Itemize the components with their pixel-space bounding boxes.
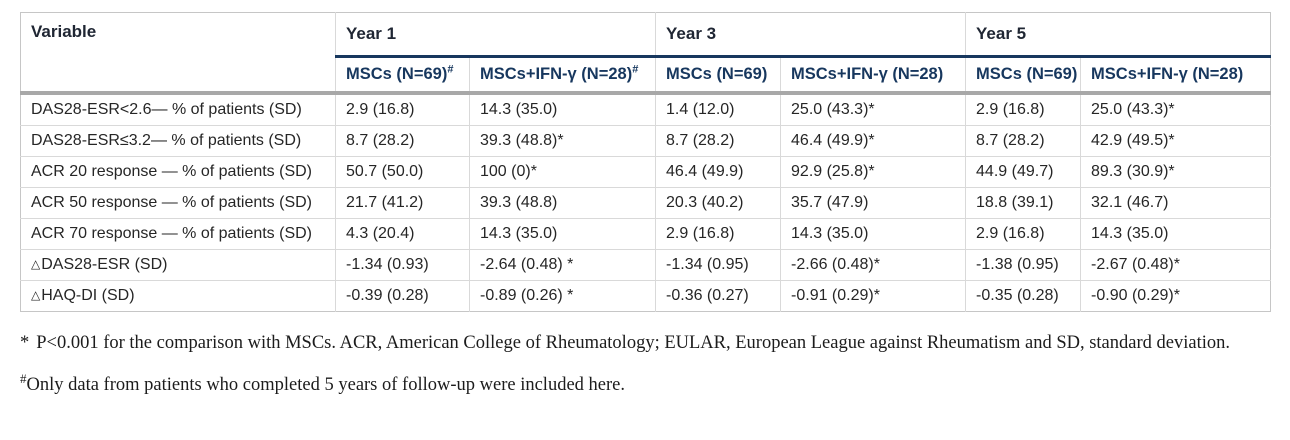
row-label: DAS28-ESR<2.6— % of patients (SD) (20, 92, 336, 126)
delta-symbol: △ (31, 288, 41, 302)
column-group-year5: Year 5 (965, 12, 1271, 58)
asterisk-marker: * (20, 333, 30, 353)
value-cell: 44.9 (49.7) (965, 156, 1081, 188)
value-cell: 35.7 (47.9) (780, 187, 966, 219)
value-cell: -2.67 (0.48)* (1080, 249, 1271, 281)
value-cell: -1.34 (0.95) (655, 249, 781, 281)
value-cell: 42.9 (49.5)* (1080, 125, 1271, 157)
delta-symbol: △ (31, 257, 41, 271)
table-row: ACR 70 response — % of patients (SD) 4.3 … (20, 218, 1271, 250)
value-cell: 20.3 (40.2) (655, 187, 781, 219)
value-cell: 8.7 (28.2) (335, 125, 470, 157)
hash-superscript: # (632, 63, 639, 76)
value-cell: 50.7 (50.0) (335, 156, 470, 188)
column-header-label: MSCs (N=69) (666, 65, 768, 83)
value-cell: 2.9 (16.8) (655, 218, 781, 250)
value-cell: -1.34 (0.93) (335, 249, 470, 281)
hash-superscript: # (447, 63, 454, 76)
row-label: ACR 70 response — % of patients (SD) (20, 218, 336, 250)
table-row: DAS28-ESR<2.6— % of patients (SD) 2.9 (16… (20, 92, 1271, 126)
year-header-row: Variable Year 1 Year 3 Year 5 (20, 12, 1271, 95)
value-cell: 14.3 (35.0) (468, 92, 656, 126)
row-label: △HAQ-DI (SD) (20, 280, 336, 312)
table-row: ACR 20 response — % of patients (SD) 50.7… (20, 156, 1271, 188)
footnote-asterisk: * P<0.001 for the comparison with MSCs. A… (20, 326, 1270, 361)
value-cell: -1.38 (0.95) (965, 249, 1081, 281)
table-row: △HAQ-DI (SD) -0.39 (0.28) -0.89 (0.26) * -0… (20, 280, 1271, 312)
value-cell: -0.91 (0.29)* (780, 280, 966, 312)
value-cell: 14.3 (35.0) (1080, 218, 1271, 250)
value-cell: 100 (0)* (468, 156, 656, 188)
value-cell: -0.39 (0.28) (335, 280, 470, 312)
column-header-y1-mscs-ifn: MSCs+IFN-γ (N=28)# (468, 56, 656, 95)
table-row: △DAS28-ESR (SD) -1.34 (0.93) -2.64 (0.48) … (20, 249, 1271, 281)
column-header-y1-mscs: MSCs (N=69)# (335, 56, 470, 95)
footnote-hash: #Only data from patients who completed 5… (20, 361, 1270, 403)
value-cell: 14.3 (35.0) (468, 218, 656, 250)
value-cell: 8.7 (28.2) (965, 125, 1081, 157)
column-header-y3-mscs: MSCs (N=69) (655, 56, 781, 95)
value-cell: 92.9 (25.8)* (780, 156, 966, 188)
table-body: DAS28-ESR<2.6— % of patients (SD) 2.9 (16… (20, 92, 1271, 312)
footnote-text: Only data from patients who completed 5 … (26, 375, 626, 396)
column-group-year1: Year 1 (334, 12, 656, 58)
column-header-y5-mscs-ifn: MSCs+IFN-γ (N=28) (1080, 56, 1271, 95)
value-cell: 2.9 (16.8) (335, 92, 470, 126)
column-header-variable: Variable (20, 12, 336, 95)
row-label: ACR 20 response — % of patients (SD) (20, 156, 336, 188)
footnote-text: P<0.001 for the comparison with MSCs. AC… (36, 333, 1230, 353)
hash-marker: # (20, 371, 27, 386)
value-cell: 2.9 (16.8) (965, 92, 1081, 126)
value-cell: -2.66 (0.48)* (780, 249, 966, 281)
value-cell: 39.3 (48.8) (468, 187, 656, 219)
column-header-label: MSCs (N=69) (976, 65, 1078, 83)
value-cell: 18.8 (39.1) (965, 187, 1081, 219)
column-header-label: MSCs+IFN-γ (N=28) (1091, 65, 1244, 83)
column-header-label: MSCs+IFN-γ (N=28) (480, 65, 633, 83)
subheader-row: MSCs (N=69)# MSCs+IFN-γ (N=28)# MSCs (N=… (21, 56, 1271, 95)
value-cell: -0.90 (0.29)* (1080, 280, 1271, 312)
column-group-year3: Year 3 (655, 12, 966, 58)
table-header: Variable Year 1 Year 3 Year 5 MSCs (N=69… (20, 12, 1271, 95)
value-cell: -2.64 (0.48) * (468, 249, 656, 281)
value-cell: 25.0 (43.3)* (1080, 92, 1271, 126)
row-label: ACR 50 response — % of patients (SD) (20, 187, 336, 219)
value-cell: 2.9 (16.8) (965, 218, 1081, 250)
table-row: ACR 50 response — % of patients (SD) 21.7… (20, 187, 1271, 219)
value-cell: 4.3 (20.4) (335, 218, 470, 250)
row-label: △DAS28-ESR (SD) (20, 249, 336, 281)
value-cell: -0.35 (0.28) (965, 280, 1081, 312)
value-cell: 21.7 (41.2) (335, 187, 470, 219)
table-row: DAS28-ESR≤3.2— % of patients (SD) 8.7 (28… (20, 125, 1271, 157)
row-label: DAS28-ESR≤3.2— % of patients (SD) (20, 125, 336, 157)
value-cell: 25.0 (43.3)* (780, 92, 966, 126)
value-cell: -0.36 (0.27) (655, 280, 781, 312)
column-header-y5-mscs: MSCs (N=69) (965, 56, 1081, 95)
value-cell: 14.3 (35.0) (780, 218, 966, 250)
value-cell: 89.3 (30.9)* (1080, 156, 1271, 188)
value-cell: 32.1 (46.7) (1080, 187, 1271, 219)
value-cell: 39.3 (48.8)* (468, 125, 656, 157)
table-footnotes: * P<0.001 for the comparison with MSCs. A… (20, 326, 1270, 403)
value-cell: 46.4 (49.9)* (780, 125, 966, 157)
column-header-y3-mscs-ifn: MSCs+IFN-γ (N=28) (780, 56, 966, 95)
column-header-label: MSCs (N=69) (346, 65, 448, 83)
results-table: Variable Year 1 Year 3 Year 5 MSCs (N=69… (20, 12, 1272, 312)
value-cell: -0.89 (0.26) * (468, 280, 656, 312)
value-cell: 1.4 (12.0) (655, 92, 781, 126)
value-cell: 8.7 (28.2) (655, 125, 781, 157)
column-header-label: MSCs+IFN-γ (N=28) (791, 65, 944, 83)
value-cell: 46.4 (49.9) (655, 156, 781, 188)
